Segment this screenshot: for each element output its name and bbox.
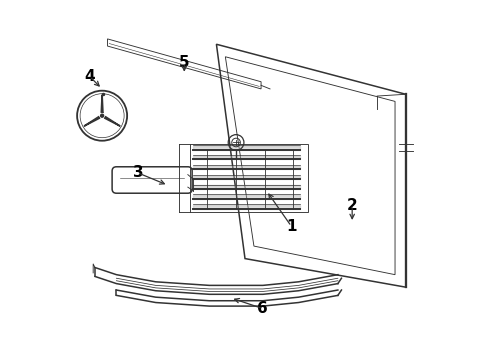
Circle shape [100, 114, 103, 117]
Text: 5: 5 [179, 55, 190, 69]
Text: 6: 6 [257, 301, 268, 316]
Text: 2: 2 [347, 198, 358, 212]
Text: 3: 3 [132, 165, 143, 180]
Text: 4: 4 [84, 69, 95, 84]
Text: 1: 1 [286, 219, 296, 234]
